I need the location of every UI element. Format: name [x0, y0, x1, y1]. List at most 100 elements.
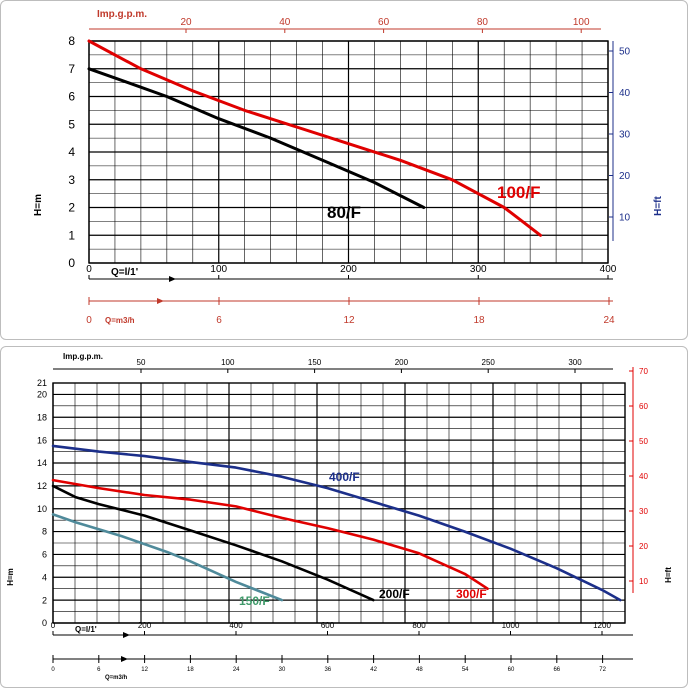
y-right-tick-label: 50: [619, 47, 631, 58]
x-flow-tick-label: 54: [462, 667, 469, 673]
axis-title-left: H=m: [6, 568, 15, 586]
axis-title-bottom: Q=l/1': [75, 625, 97, 634]
y-left-tick-label: 7: [68, 62, 75, 76]
x-top-tick-label: 60: [378, 17, 390, 28]
grid: [88, 40, 609, 264]
plot-frame: [52, 382, 626, 624]
y-left-tick-label: 16: [37, 435, 47, 445]
y-left-tick-label: 4: [68, 145, 75, 159]
labels: Imp.g.p.m. Q=l/1' Q=m3/h H=m H=ft 150/F …: [6, 352, 673, 681]
x-top-tick-label: 80: [477, 17, 489, 28]
curve-80-f: [87, 67, 426, 209]
x-bottom-tick-label: 0: [86, 264, 92, 275]
x-top-tick-label: 250: [482, 358, 496, 367]
curve-300-f: [51, 478, 489, 590]
curve-100-f: [87, 39, 542, 237]
y-right-tick-label: 30: [639, 507, 648, 516]
y-right-tick-label: 40: [639, 472, 648, 481]
labels: Imp.g.p.m. Q=l/1' Q=m3/h H=m H=ft 80/F 1…: [33, 9, 664, 325]
x-top-tick-label: 20: [180, 17, 192, 28]
curves: [87, 39, 542, 237]
x-bottom-tick-label: 800: [412, 621, 426, 630]
x-flow-axis-arrow: [157, 298, 164, 304]
axis-title-left: H=m: [33, 194, 44, 216]
x-top-tick-label: 40: [279, 17, 291, 28]
curve-400-f: [51, 444, 622, 602]
y-left-tick-label: 2: [42, 595, 47, 605]
y-left-tick-label: 8: [42, 527, 47, 537]
y-right-tick-label: 10: [639, 577, 648, 586]
series-label-300-f: 300/F: [456, 587, 487, 601]
series-label-150-f: 150/F: [239, 594, 270, 608]
x-flow-tick-label: 12: [343, 315, 355, 326]
x-bottom-axis-arrow: [123, 632, 130, 638]
x-flow-tick-label: 60: [508, 667, 515, 673]
x-flow-tick-label: 36: [324, 667, 331, 673]
axis-title-flow: Q=m3/h: [105, 316, 135, 325]
y-left-tick-label: 2: [68, 201, 75, 215]
y-left-tick-label: 5: [68, 117, 75, 131]
x-flow-tick-label: 12: [141, 667, 148, 673]
x-bottom-tick-label: 200: [340, 264, 357, 275]
curves: [51, 444, 622, 602]
x-bottom-tick-label: 200: [138, 621, 152, 630]
x-flow-tick-label: 24: [603, 315, 615, 326]
x-bottom-tick-label: 400: [229, 621, 243, 630]
y-left-tick-label: 14: [37, 458, 47, 468]
x-bottom-tick-label: 1000: [502, 621, 520, 630]
x-flow-tick-label: 6: [216, 315, 222, 326]
x-top-tick-label: 100: [221, 358, 235, 367]
y-left-tick-label: 0: [68, 256, 75, 270]
y-left-tick-label: 1: [68, 228, 75, 242]
y-left-tick-label: 6: [42, 550, 47, 560]
y-left-tick-label: 21: [37, 378, 47, 388]
x-top-tick-label: 50: [137, 358, 146, 367]
axis-title-right: H=ft: [653, 195, 664, 215]
y-left-tick-label: 12: [37, 481, 47, 491]
x-bottom-axis-arrow: [169, 276, 176, 282]
x-flow-tick-label: 0: [51, 667, 55, 673]
y-right-tick-label: 50: [639, 437, 648, 446]
series-label-200-f: 200/F: [379, 587, 410, 601]
y-right-tick-label: 30: [619, 130, 631, 141]
y-left-tick-label: 10: [37, 504, 47, 514]
x-flow-tick-label: 48: [416, 667, 423, 673]
x-bottom-tick-label: 600: [321, 621, 335, 630]
x-flow-tick-label: 42: [370, 667, 377, 673]
axis-title-right: H=ft: [664, 567, 673, 583]
axis-title-top: Imp.g.p.m.: [97, 9, 147, 20]
x-bottom-tick-label: 300: [470, 264, 487, 275]
y-left-tick-label: 8: [68, 34, 75, 48]
x-flow-axis-arrow: [121, 656, 128, 662]
x-flow-tick-label: 30: [279, 667, 286, 673]
curve-150-f: [51, 513, 284, 602]
y-left-tick-label: 3: [68, 173, 75, 187]
x-flow-tick-label: 24: [233, 667, 240, 673]
pump-curve-panel-bottom: 0 2 4 6 8 10 12 14 16 18 20 21 10 20 30 40 50 60 70 50 100 15…: [0, 346, 688, 688]
curve-200-f: [51, 484, 375, 602]
x-flow-tick-label: 18: [187, 667, 194, 673]
y-right-tick-label: 10: [619, 213, 631, 224]
x-top-tick-label: 100: [573, 17, 590, 28]
x-flow-tick-label: 66: [553, 667, 560, 673]
x-flow-tick-label: 0: [86, 315, 92, 326]
y-right-tick-label: 40: [619, 88, 631, 99]
x-bottom-tick-label: 100: [210, 264, 227, 275]
grid: [52, 382, 626, 624]
series-label-400-f: 400/F: [329, 470, 360, 484]
axis-title-bottom: Q=l/1': [111, 267, 138, 278]
x-flow-tick-label: 72: [599, 667, 606, 673]
pump-curve-panel-top: 0 1 2 3 4 5 6 7 8 10 20 30 40 50 20 40 60 80 100 0 100 200 300…: [0, 0, 688, 340]
x-top-tick-label: 200: [395, 358, 409, 367]
y-left-tick-label: 6: [68, 90, 75, 104]
x-bottom-tick-label: 0: [51, 621, 56, 630]
x-top-tick-label: 150: [308, 358, 322, 367]
x-bottom-tick-label: 400: [600, 264, 617, 275]
y-left-tick-label: 18: [37, 412, 47, 422]
plot-frame: [88, 40, 609, 264]
y-right-tick-label: 20: [619, 171, 631, 182]
